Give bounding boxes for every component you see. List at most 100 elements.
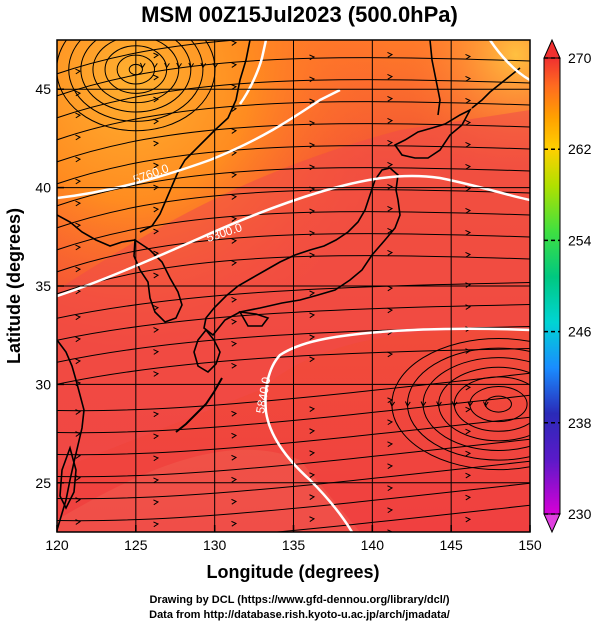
streamline-arrow [387, 73, 394, 80]
streamline-arrow [231, 62, 238, 68]
streamline-arrow [465, 472, 472, 479]
streamline-arrow [153, 433, 160, 440]
streamline-arrow [387, 183, 394, 190]
streamline-ring [422, 357, 530, 451]
streamline-arrow [405, 401, 411, 408]
streamline [57, 438, 530, 478]
streamline-arrow [153, 499, 160, 506]
streamline-arrow [75, 453, 82, 459]
streamline-arrow [309, 450, 316, 456]
coastlines [57, 40, 521, 531]
x-tick-label-120: 120 [45, 537, 69, 553]
streamline-arrow [75, 542, 80, 547]
x-tick-label-145: 145 [439, 537, 463, 553]
streamline-arrow [153, 52, 160, 59]
streamline [57, 211, 530, 251]
colorbar-label-270: 270 [568, 50, 592, 66]
streamline-arrow [153, 349, 160, 355]
streamline-arrow [176, 62, 182, 69]
y-tick-label-35: 35 [35, 278, 51, 294]
streamline [270, 504, 530, 532]
streamline-arrow [387, 249, 394, 256]
streamline-arrow [465, 32, 470, 37]
streamline-arrow [387, 463, 394, 470]
streamline-arrow [75, 112, 82, 119]
streamline [57, 123, 530, 163]
y-tick-label-30: 30 [35, 376, 51, 392]
streamline-arrow [309, 33, 314, 38]
streamline-arrow [465, 428, 472, 435]
streamline-arrow [153, 477, 160, 484]
streamline-arrow [153, 272, 160, 279]
streamline-arrow [231, 172, 238, 178]
streamline-arrow [231, 84, 238, 90]
streamline-arrow [75, 244, 82, 251]
streamline-arrow [75, 497, 82, 503]
streamline-arrow [75, 134, 82, 141]
streamline-arrow [75, 358, 82, 365]
streamline-arrow [75, 409, 82, 415]
height-contours [57, 40, 530, 532]
streamline-arrow [467, 401, 474, 408]
streamline-arrow [309, 98, 316, 105]
streamline-arrow [153, 455, 160, 462]
streamline-arrow [75, 200, 82, 207]
streamline-arrow [465, 163, 472, 170]
streamline [57, 394, 530, 434]
streamline-arrow [153, 544, 158, 549]
streamline-arrow [153, 96, 160, 103]
streamline-arrow [231, 520, 238, 527]
streamline-arrow [465, 97, 472, 104]
streamline-arrow [152, 62, 158, 69]
streamline-arrow [387, 307, 394, 314]
streamline-arrow [153, 228, 160, 235]
streamline-arrow [465, 75, 472, 82]
streamline-arrow [231, 296, 238, 303]
streamline-arrow [75, 266, 82, 273]
streamline-arrow [153, 521, 160, 528]
y-tick-label-45: 45 [35, 81, 51, 97]
credit-drawing: Drawing by DCL (https://www.gfd-dennou.o… [149, 594, 450, 606]
x-axis-label: Longitude (degrees) [206, 562, 379, 582]
streamline-arrow [309, 472, 316, 478]
streamline-arrow [153, 371, 160, 377]
streamline-arrow [139, 62, 146, 69]
streamline-arrow [231, 40, 238, 46]
streamline-arrow [309, 120, 316, 127]
streamline-arrow [387, 485, 394, 492]
streamline-arrow [387, 95, 394, 102]
colorbar-label-254: 254 [568, 232, 592, 248]
y-tick-label-25: 25 [35, 475, 51, 491]
streamline-arrow [231, 260, 238, 266]
credit-data: Data from http://database.rish.kyoto-u.a… [149, 609, 450, 621]
streamline-arrow [309, 164, 316, 171]
colorbar-label-238: 238 [568, 415, 592, 431]
streamline-arrow [465, 494, 472, 501]
streamline-arrow [309, 312, 316, 319]
streamline-ring [406, 347, 530, 461]
streamline-arrow [75, 314, 82, 321]
streamline-arrow [309, 428, 316, 434]
streamline-arrow [231, 454, 238, 461]
streamline-ring [391, 337, 530, 471]
streamline-arrow [436, 401, 442, 408]
streamline-arrow [200, 62, 207, 69]
streamline-arrow [465, 304, 472, 310]
streamline-arrow [309, 208, 316, 215]
streamline [57, 233, 530, 273]
streamline-arrow [387, 161, 394, 168]
figure-title: MSM 00Z15Jul2023 (500.0hPa) [141, 2, 458, 27]
colorbar-label-246: 246 [568, 324, 592, 340]
streamline-arrow [465, 53, 472, 60]
streamline-arrow [389, 401, 396, 408]
streamline-arrow [231, 362, 238, 369]
streamline-ring [469, 385, 528, 423]
streamline-arrow [153, 74, 160, 81]
streamline-arrow [387, 30, 392, 35]
streamline-ring [438, 366, 530, 442]
streamline-arrow [387, 441, 394, 448]
streamline [57, 482, 530, 522]
streamline-arrow [231, 194, 238, 200]
streamline-ring [484, 395, 512, 413]
streamline-arrow [451, 401, 458, 408]
